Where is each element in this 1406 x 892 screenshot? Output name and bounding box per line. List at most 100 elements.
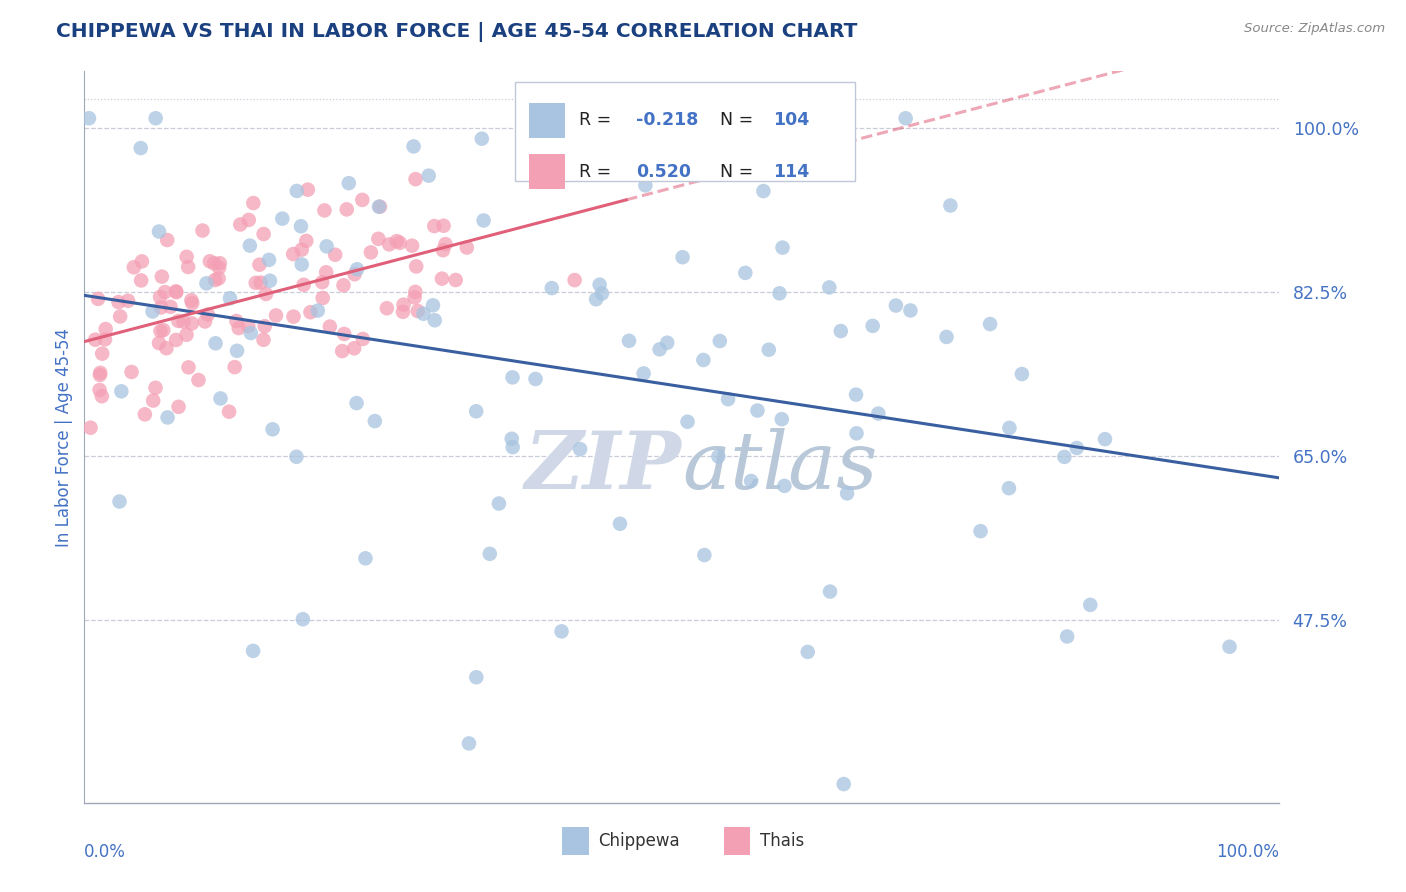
Point [404,285,426,299]
Text: 100.0%: 100.0% [1216,843,1279,861]
Point [818,280,841,294]
Point [159,300,181,314]
Point [1078,598,1101,612]
Point [145,112,167,126]
Text: 104: 104 [773,112,808,129]
Point [591,286,613,301]
Point [368,200,391,214]
Text: R =: R = [579,112,617,129]
Point [94,322,117,336]
Point [209,392,232,406]
Point [249,276,271,290]
Point [195,277,218,291]
Point [998,421,1021,435]
Point [242,196,264,211]
Point [430,271,453,285]
Point [295,234,318,248]
Point [346,262,368,277]
Text: 0.520: 0.520 [637,162,692,180]
Point [314,203,336,218]
Point [224,360,246,375]
Point [707,450,730,464]
Point [291,257,314,271]
Point [142,393,165,408]
Point [207,271,229,285]
Point [225,314,247,328]
Point [1053,450,1076,464]
Point [456,241,478,255]
Point [165,285,187,300]
FancyBboxPatch shape [562,827,589,855]
Text: N =: N = [720,112,759,129]
Point [122,260,145,275]
Point [283,310,305,324]
Point [502,370,524,384]
Point [471,131,494,145]
Point [89,368,111,382]
Point [768,286,790,301]
Point [402,139,425,153]
Point [291,612,314,626]
Point [401,238,423,252]
Point [693,548,716,562]
Point [180,317,202,331]
Point [392,298,415,312]
Point [385,234,408,248]
Point [283,247,305,261]
Point [90,389,112,403]
Point [319,319,342,334]
Point [238,213,260,227]
Point [165,285,187,299]
Point [894,112,917,126]
Point [465,404,488,418]
Point [969,524,991,538]
Text: N =: N = [720,162,759,180]
Point [845,387,868,401]
Point [540,281,562,295]
Text: R =: R = [579,162,617,180]
Point [884,299,907,313]
Text: atlas: atlas [682,427,877,505]
Point [412,307,434,321]
Point [323,248,346,262]
Point [773,479,796,493]
Point [634,178,657,193]
Point [257,252,280,267]
Point [1056,630,1078,644]
Point [77,112,100,126]
Point [346,396,368,410]
Point [569,442,592,456]
Point [285,184,308,198]
Point [91,346,114,360]
Point [239,238,262,252]
Point [252,227,274,241]
Text: 114: 114 [773,162,808,180]
FancyBboxPatch shape [515,82,855,181]
Point [671,250,693,264]
Point [488,496,510,510]
Point [354,551,377,566]
Point [423,313,446,327]
Point [167,314,190,328]
Point [165,333,187,347]
Point [392,305,415,319]
Point [292,277,315,292]
Point [228,321,250,335]
Point [343,341,366,355]
Point [709,334,731,348]
Text: ZIP: ZIP [524,427,682,505]
Point [405,172,427,186]
Point [153,285,176,299]
Point [238,319,260,334]
Point [173,315,195,329]
Point [156,410,179,425]
Point [676,415,699,429]
Point [242,644,264,658]
Point [609,516,631,531]
Point [108,494,131,508]
Point [315,239,337,253]
Point [87,292,110,306]
Point [181,296,204,310]
Point [1219,640,1241,654]
Point [603,112,626,126]
